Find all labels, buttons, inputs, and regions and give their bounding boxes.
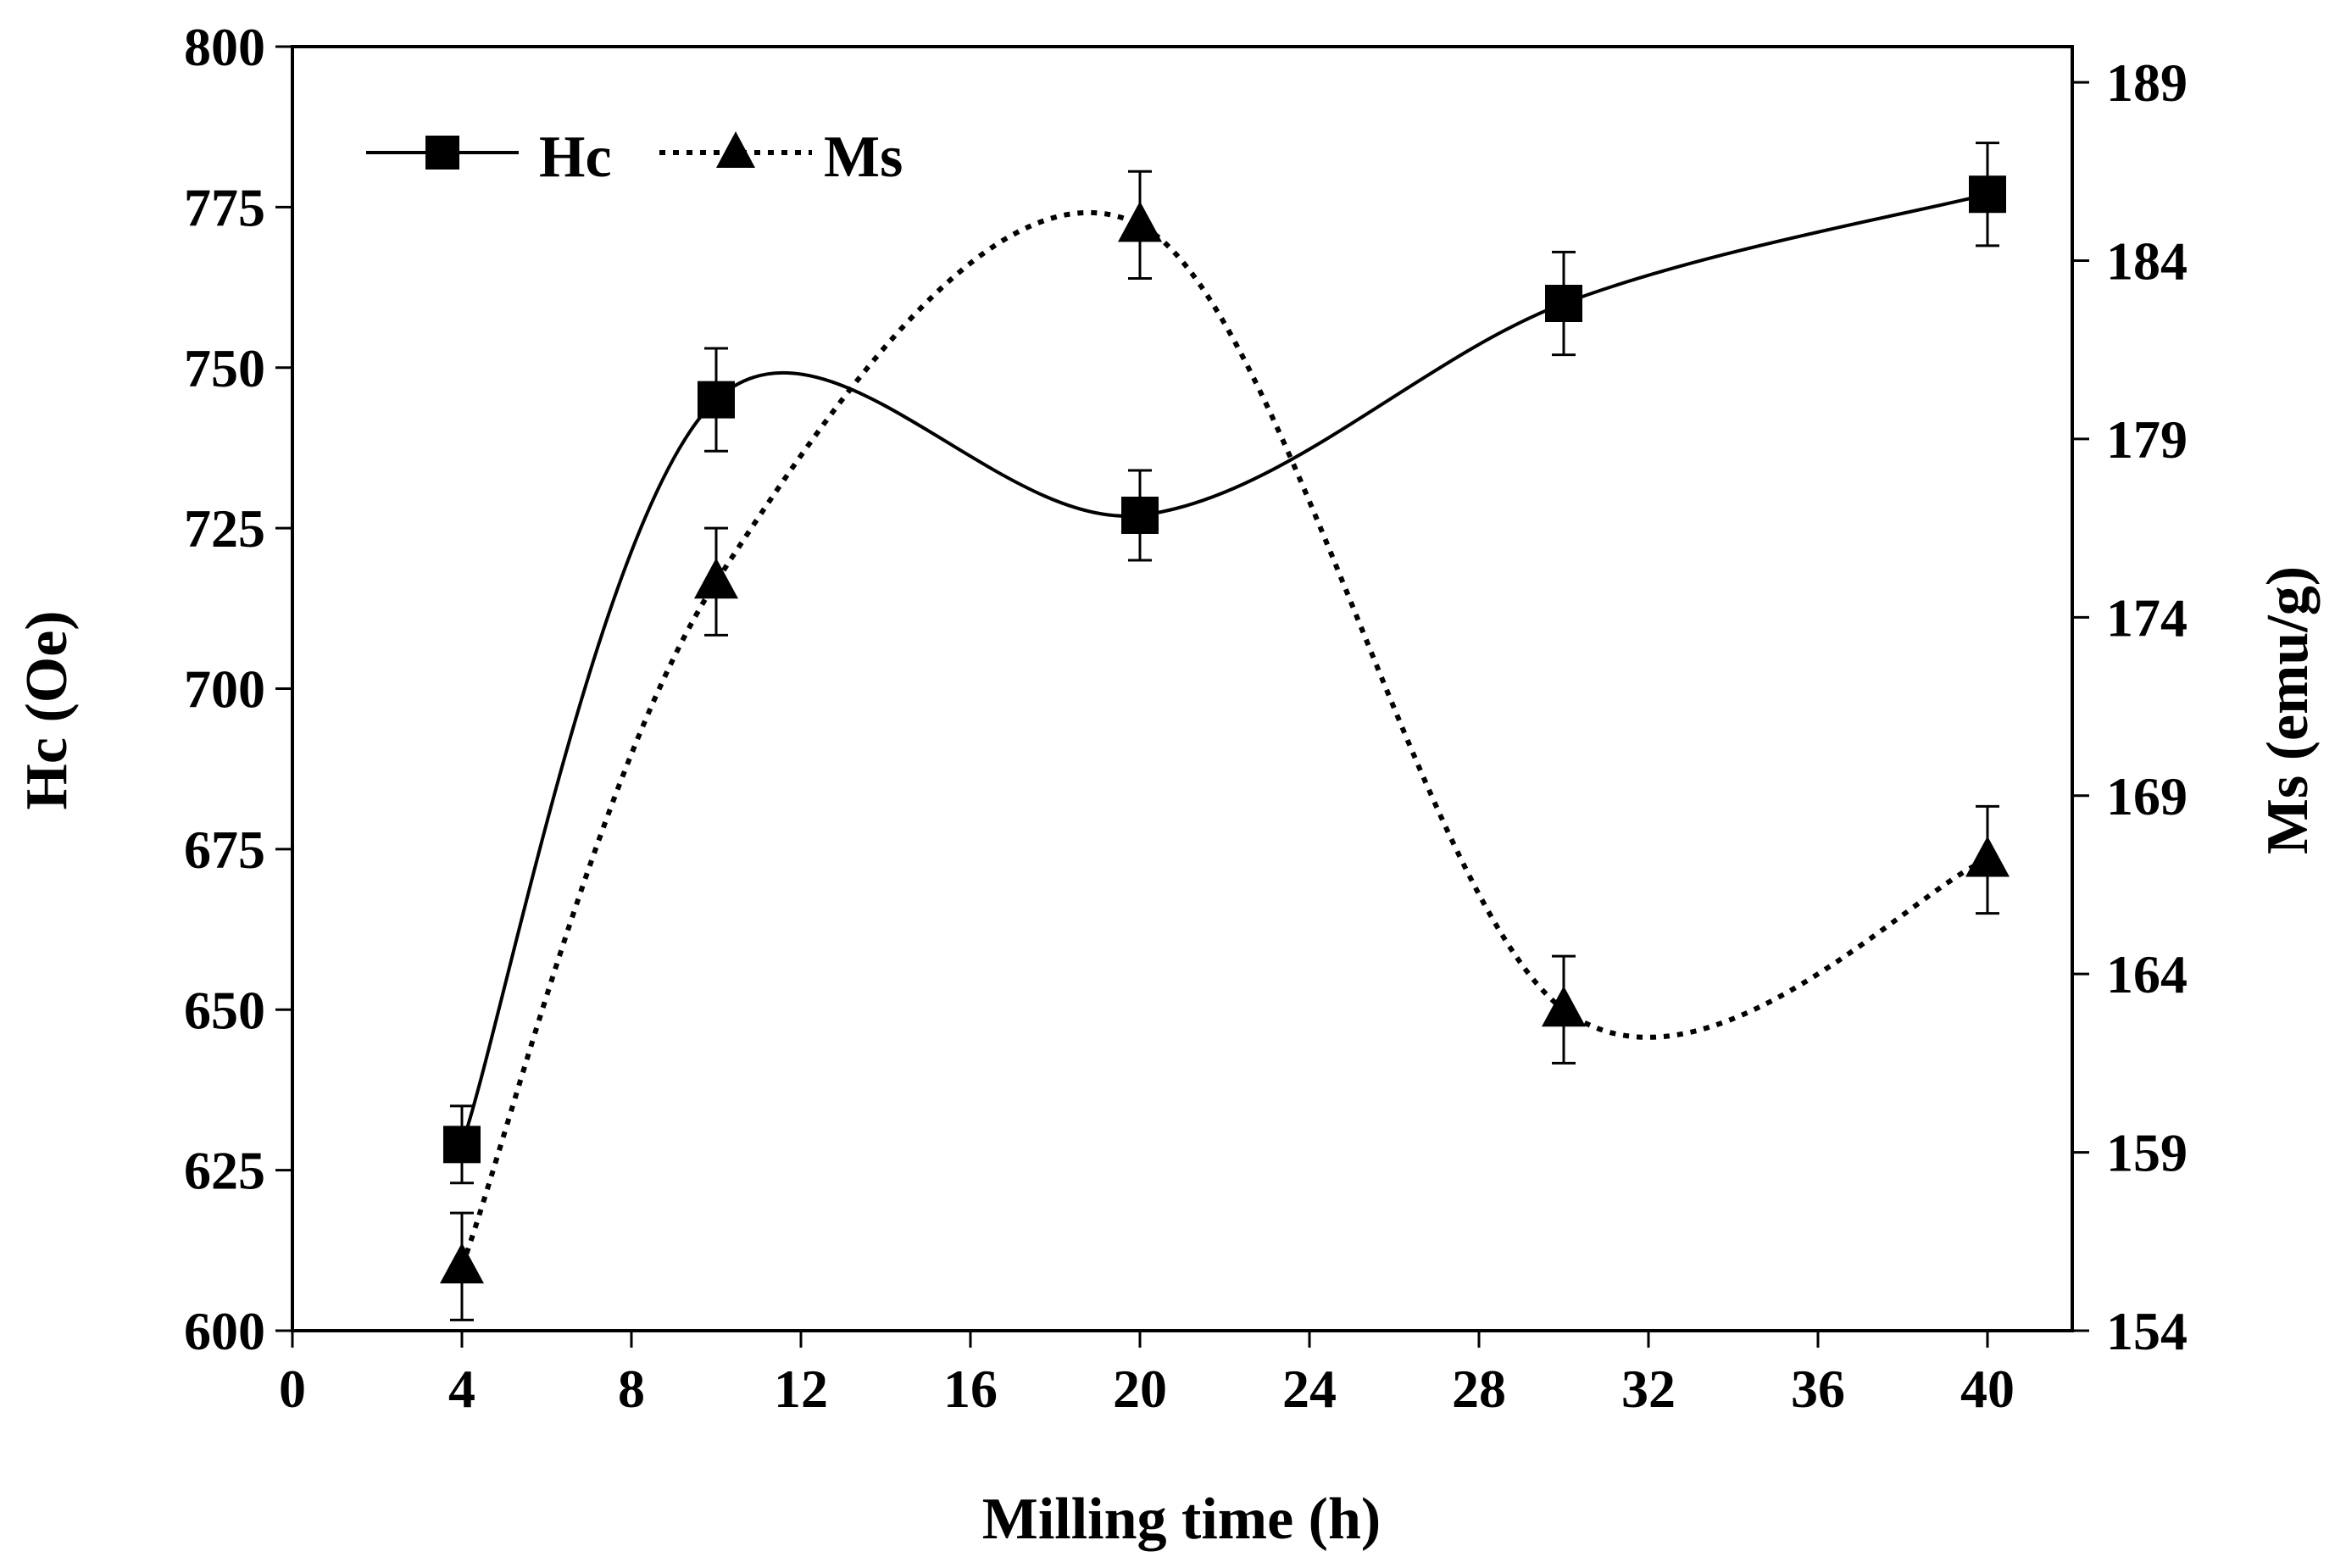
y2-tick-label: 179 [2106, 409, 2188, 470]
data-point-ms [1118, 201, 1162, 242]
data-point-hc [443, 1126, 481, 1164]
data-point-hc [1969, 175, 2006, 214]
y2-tick-label: 174 [2106, 587, 2188, 648]
y-tick-label: 775 [184, 177, 265, 237]
data-point-ms [694, 558, 738, 599]
data-point-ms [1965, 836, 2010, 877]
y-tick-label: 625 [184, 1141, 265, 1201]
series-line-ms [459, 210, 1989, 1268]
x-tick-label: 36 [1791, 1359, 1845, 1419]
x-tick-label: 4 [448, 1359, 475, 1419]
x-tick-label: 20 [1113, 1359, 1167, 1419]
x-tick-label: 16 [943, 1359, 998, 1419]
data-point-ms [1542, 986, 1586, 1027]
y-tick-label: 750 [184, 338, 265, 398]
y2-tick-label: 184 [2106, 231, 2188, 292]
x-axis-title: Milling time (h) [982, 1487, 1381, 1552]
x-tick-label: 40 [1960, 1359, 2015, 1419]
y2-axis-title: Ms (emu/g) [2255, 566, 2321, 854]
x-tick-label: 24 [1282, 1359, 1337, 1419]
y-axis-title: Hc (Oe) [14, 610, 80, 809]
y2-tick-label: 159 [2106, 1123, 2188, 1183]
y-tick-label: 725 [184, 498, 265, 559]
series-line-hc [460, 192, 1988, 1145]
x-tick-label: 8 [618, 1359, 645, 1419]
y-tick-label: 700 [184, 659, 265, 720]
y-tick-label: 675 [184, 820, 265, 880]
legend-marker-ms [716, 131, 755, 168]
data-point-ms [440, 1243, 484, 1284]
y-tick-label: 600 [184, 1301, 265, 1361]
x-tick-label: 12 [774, 1359, 828, 1419]
legend-marker-hc [425, 136, 459, 170]
y2-tick-label: 164 [2106, 944, 2188, 1004]
data-point-hc [1545, 285, 1582, 322]
legend-label-hc: Hc [539, 125, 612, 190]
plot-frame [291, 45, 2074, 1332]
y2-tick-label: 154 [2106, 1301, 2188, 1361]
x-tick-label: 28 [1452, 1359, 1506, 1419]
y2-tick-label: 189 [2106, 53, 2188, 113]
y2-tick-label: 169 [2106, 766, 2188, 826]
x-tick-label: 0 [279, 1359, 306, 1419]
y-tick-label: 650 [184, 980, 265, 1040]
legend-label-ms: Ms [824, 125, 903, 190]
x-tick-label: 32 [1621, 1359, 1676, 1419]
data-point-hc [1121, 496, 1159, 534]
y-tick-label: 800 [184, 17, 265, 77]
data-point-hc [698, 381, 735, 419]
